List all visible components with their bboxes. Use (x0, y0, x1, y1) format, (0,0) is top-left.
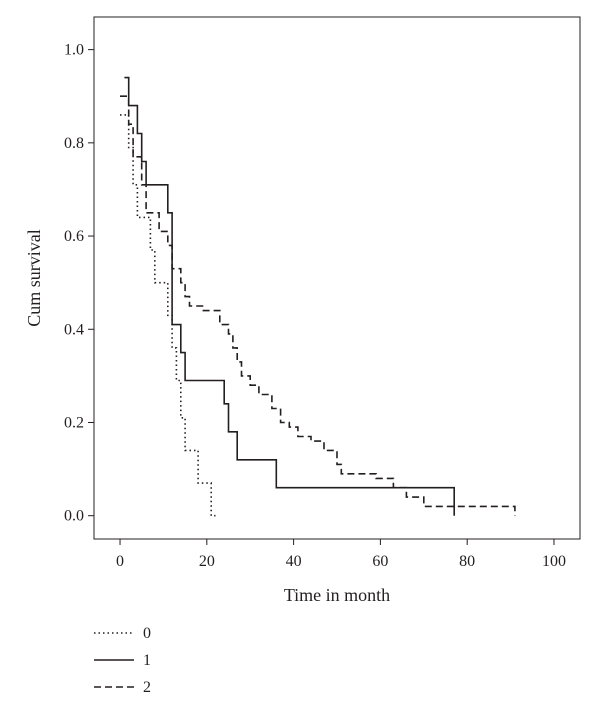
y-tick-label: 0.2 (64, 414, 84, 431)
y-axis: 0.0 0.2 0.4 0.6 0.8 1.0 (64, 42, 94, 525)
y-tick-label: 0.6 (64, 228, 84, 245)
x-axis-title: Time in month (284, 585, 390, 605)
x-tick-label: 60 (372, 553, 388, 570)
series-layer (120, 76, 516, 517)
series-line-2 (120, 95, 516, 516)
y-axis-title: Cum survival (24, 229, 44, 327)
series-line-0 (120, 114, 216, 517)
y-tick-label: 0.4 (64, 321, 84, 338)
legend-label: 2 (143, 679, 151, 696)
legend-label: 1 (143, 652, 151, 669)
x-tick-label: 100 (542, 553, 566, 570)
x-tick-label: 40 (286, 553, 302, 570)
series-line-1 (124, 76, 455, 516)
legend: 0 1 2 (94, 625, 151, 696)
x-axis: 0 20 40 60 80 100 (116, 539, 566, 570)
x-tick-label: 80 (459, 553, 475, 570)
x-tick-label: 20 (199, 553, 215, 570)
x-tick-label: 0 (116, 553, 124, 570)
plot-frame (93, 16, 581, 540)
y-tick-label: 0.0 (64, 508, 84, 525)
y-tick-label: 1.0 (64, 42, 84, 59)
legend-label: 0 (143, 625, 151, 642)
y-tick-label: 0.8 (64, 135, 84, 152)
